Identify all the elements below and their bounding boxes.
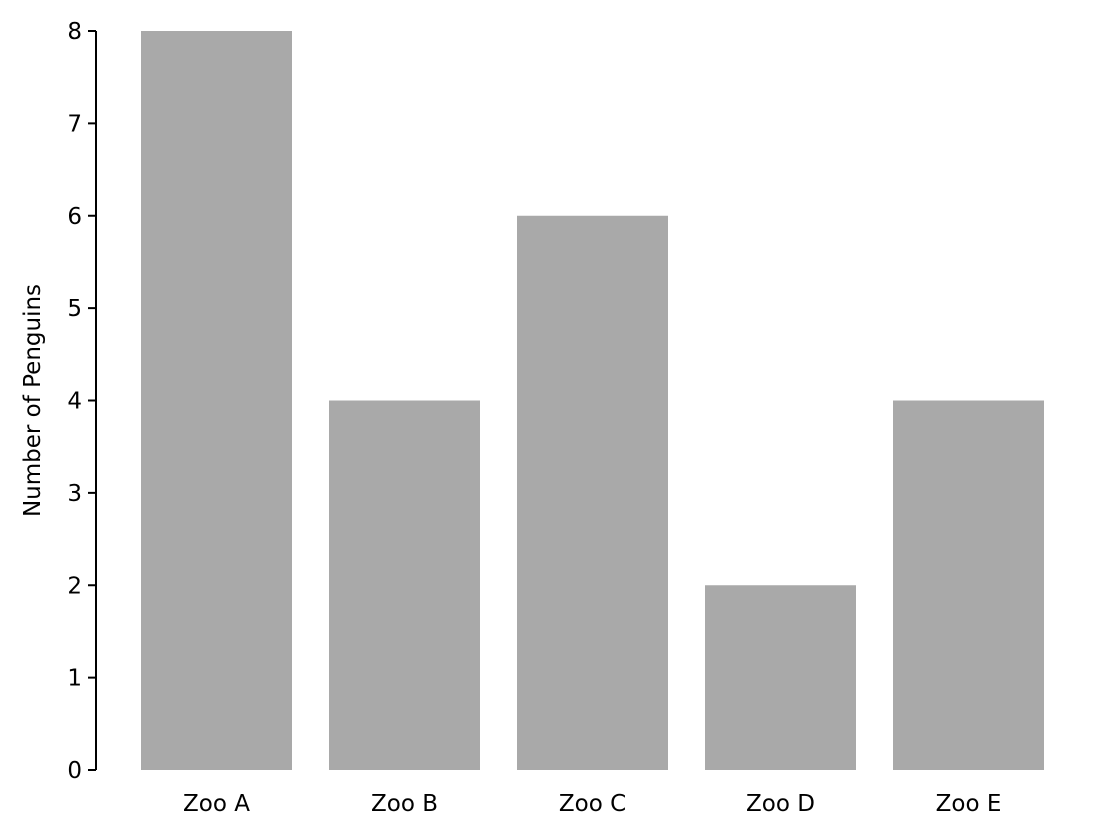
y-tick-label: 2 [67,573,82,599]
bar-zoo-a [141,31,292,770]
y-axis: 0 1 2 3 4 5 6 7 8 [67,19,97,784]
bar-zoo-e [893,400,1044,770]
y-axis-label: Number of Penguins [20,284,46,517]
y-tick-label: 8 [67,19,82,45]
y-tick-label: 5 [67,296,82,322]
x-tick-label: Zoo B [371,791,438,817]
y-tick-label: 7 [67,111,82,137]
y-tick-label: 1 [67,666,82,692]
y-ticks-group: 0 1 2 3 4 5 6 7 8 [67,19,96,784]
x-tick-label: Zoo E [936,791,1002,817]
x-tick-label: Zoo D [746,791,815,817]
y-tick-label: 4 [67,389,82,415]
bars-group [141,31,1044,770]
bar-zoo-d [705,585,856,770]
bar-zoo-c [517,215,668,770]
x-tick-label: Zoo C [559,791,626,817]
x-tick-label: Zoo A [183,791,250,817]
y-tick-label: 3 [67,481,82,507]
bar-zoo-b [329,400,480,770]
y-tick-label: 6 [67,204,82,230]
x-tick-labels-group: Zoo A Zoo B Zoo C Zoo D Zoo E [183,791,1001,817]
y-tick-label: 0 [67,758,82,784]
